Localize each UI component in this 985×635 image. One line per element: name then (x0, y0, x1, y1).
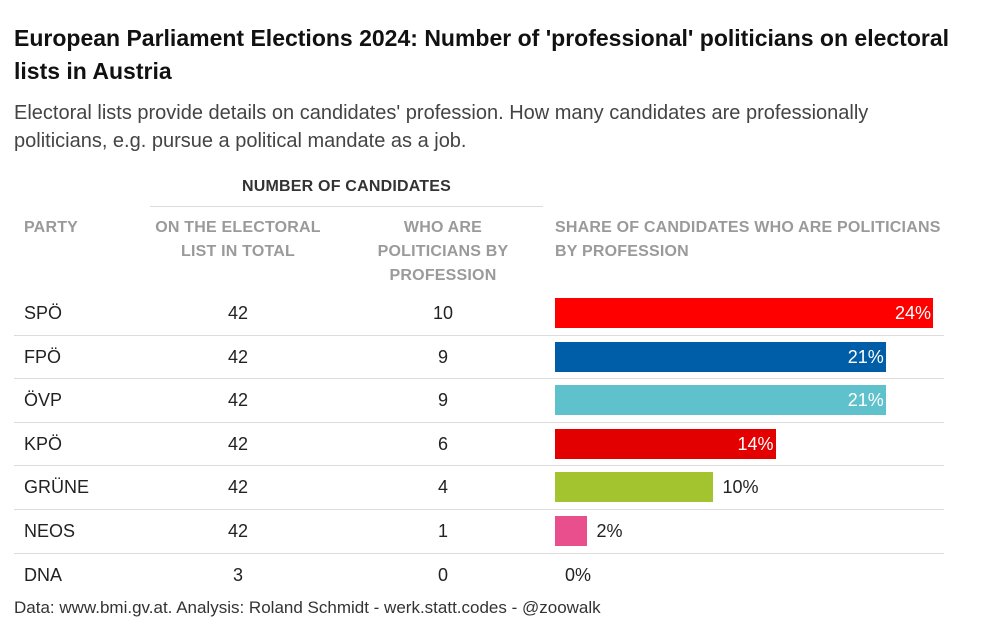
party-name: KPÖ (24, 433, 63, 454)
politician-candidates: 0 (437, 564, 448, 585)
share-bar (555, 385, 886, 416)
table-row: DNA 3 0 0% (14, 554, 944, 598)
share-label: 24% (894, 303, 931, 323)
column-header-total: ON THE ELECTORAL LIST IN TOTAL (155, 219, 321, 260)
group-header-rule (150, 206, 543, 207)
table-row: SPÖ 42 10 24% (14, 292, 944, 336)
party-name: GRÜNE (24, 477, 90, 498)
total-candidates: 42 (227, 477, 249, 498)
total-candidates: 3 (232, 564, 243, 585)
table-row: KPÖ 42 6 14% (14, 423, 944, 467)
total-candidates: 42 (227, 390, 249, 411)
table-row: ÖVP 42 9 21% (14, 379, 944, 423)
column-header-politicians: WHO ARE POLITICIANS BY PROFESSION (377, 219, 509, 284)
politician-candidates: 6 (437, 433, 448, 454)
party-name: DNA (24, 564, 63, 585)
share-label: 21% (847, 346, 884, 367)
total-candidates: 42 (227, 303, 249, 323)
share-bar (555, 298, 933, 328)
table-body: SPÖ 42 10 24% FPÖ 42 9 21% ÖVP 42 9 21% KPÖ 42 6 14% GRÜ… (14, 292, 944, 597)
politician-candidates: 9 (437, 346, 448, 367)
party-name: SPÖ (24, 303, 63, 323)
politician-candidates: 9 (437, 390, 448, 411)
column-header-share: SHARE OF CANDIDATES WHO ARE POLITICIANS … (555, 219, 941, 260)
column-header-party: PARTY (24, 219, 79, 236)
share-bar (555, 515, 587, 546)
table-row: GRÜNE 42 4 10% (14, 466, 944, 510)
share-label: 10% (722, 477, 759, 498)
chart-subtitle: Electoral lists provide details on candi… (14, 102, 869, 152)
group-header: NUMBER OF CANDIDATES (241, 178, 452, 195)
total-candidates: 42 (227, 433, 249, 454)
total-candidates: 42 (227, 346, 249, 367)
party-name: NEOS (24, 520, 76, 541)
chart-title: European Parliament Elections 2024: Numb… (14, 25, 950, 84)
share-label: 2% (596, 520, 623, 541)
politician-candidates: 1 (437, 520, 448, 541)
share-label: 0% (565, 564, 592, 585)
share-label: 21% (847, 390, 884, 411)
party-name: FPÖ (24, 346, 62, 367)
party-name: ÖVP (24, 390, 63, 411)
total-candidates: 42 (227, 520, 249, 541)
share-bar (555, 341, 886, 372)
share-bar (555, 428, 776, 459)
table-row: FPÖ 42 9 21% (14, 336, 944, 380)
politician-candidates: 10 (432, 303, 454, 323)
politician-candidates: 4 (437, 477, 448, 498)
share-label: 14% (737, 433, 774, 454)
source-note: Data: www.bmi.gv.at. Analysis: Roland Sc… (14, 598, 601, 617)
share-bar (555, 472, 713, 503)
table-row: NEOS 42 1 2% (14, 510, 944, 554)
